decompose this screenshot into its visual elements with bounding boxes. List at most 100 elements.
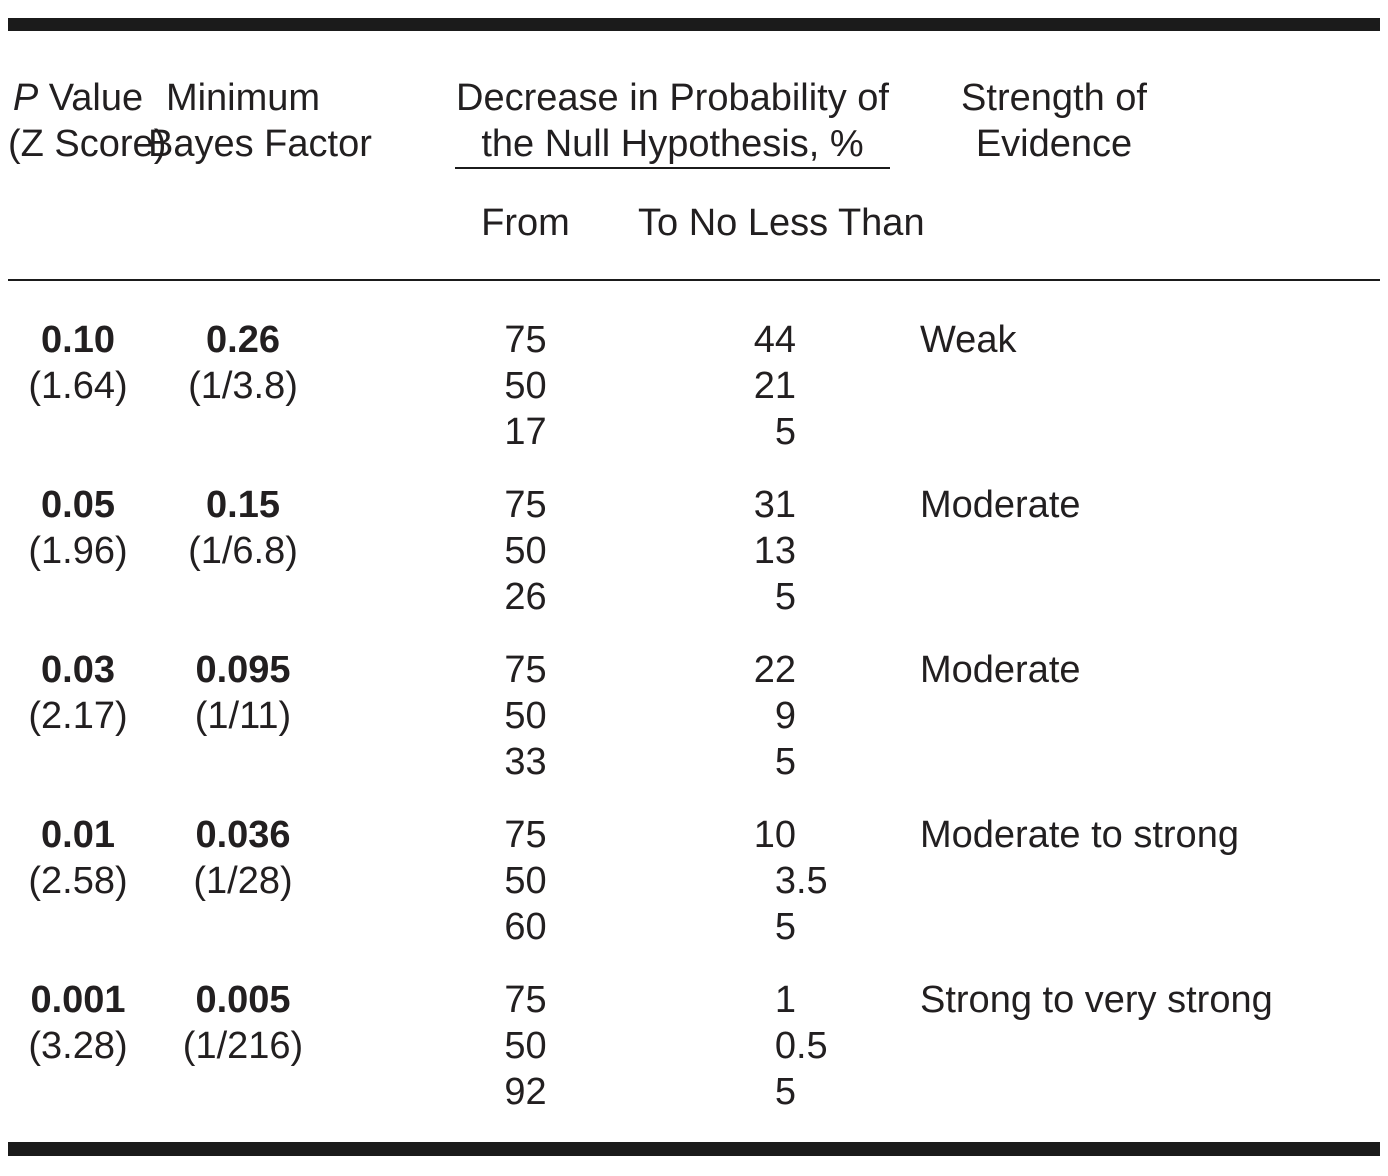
bottom-rule [8,1142,1380,1156]
to-value: 5 [608,1069,830,1115]
header-decrease-probability: Decrease in Probability of the Null Hypo… [338,31,898,169]
p-value: 0.05 [41,484,115,526]
to-value: 5 [608,574,830,620]
p-value-cell: 0.03 (2.17) [8,647,148,812]
from-cell: 75 50 17 [338,280,608,482]
to-value-integer: 9 [774,695,796,737]
to-value-integer: 44 [753,319,796,361]
to-value-integer: 5 [774,741,796,783]
table-row: 0.10 (1.64) 0.26 (1/3.8) 75 50 17 44 21 5 Weak [8,280,1380,482]
p-value: 0.03 [41,649,115,691]
bayes-factor-cell: 0.005 (1/216) [148,977,338,1142]
to-cell: 10 3.5 5 [608,812,898,977]
header-min-bayes-line2: Bayes Factor [148,123,372,165]
from-cell: 75 50 92 [338,977,608,1142]
strength-label: Moderate to strong [920,814,1239,856]
to-value: 10 [608,812,830,858]
to-value: 22 [608,647,830,693]
to-value: 5 [608,904,830,950]
strength-label: Moderate [920,649,1081,691]
strength-label: Strong to very strong [920,979,1273,1021]
header-strength-line1: Strength of [961,77,1147,119]
to-value: 3.5 [608,858,830,904]
p-symbol: P [12,77,39,119]
p-value-cell: 0.05 (1.96) [8,482,148,647]
from-value: 75 [504,484,547,526]
to-value: 5 [608,739,830,785]
table-row: 0.001 (3.28) 0.005 (1/216) 75 50 92 1 0.5 5 Strong… [8,977,1380,1142]
to-value: 9 [608,693,830,739]
p-value: 0.10 [41,319,115,361]
to-value: 1 [608,977,830,1023]
header-decrease-line2: the Null Hypothesis, % [481,123,864,165]
to-value: 13 [608,528,830,574]
strength-cell: Moderate to strong [898,812,1380,977]
bayes-fraction: (1/6.8) [188,530,298,572]
from-value: 26 [504,576,547,618]
from-value: 17 [504,411,547,453]
p-value-cell: 0.10 (1.64) [8,280,148,482]
to-value-integer: 22 [753,649,796,691]
header-strength-line2: Evidence [975,123,1133,165]
to-value-integer: 5 [774,576,796,618]
p-value: 0.01 [41,814,115,856]
min-bayes-factor: 0.005 [195,979,291,1021]
to-cell: 31 13 5 [608,482,898,647]
table-header: P Value (Z Score) Minimum Bayes Factor D… [8,31,1380,281]
to-value-integer: 5 [774,906,796,948]
bayes-fraction: (1/216) [182,1025,304,1067]
to-cell: 22 9 5 [608,647,898,812]
to-cell: 44 21 5 [608,280,898,482]
bayes-fraction: (1/28) [193,860,293,902]
header-strength-of-evidence: Strength of Evidence [898,31,1380,281]
header-p-value-line1: P Value [8,75,148,121]
strength-cell: Moderate [898,647,1380,812]
strength-cell: Strong to very strong [898,977,1380,1142]
bayes-factor-cell: 0.26 (1/3.8) [148,280,338,482]
from-value: 75 [504,649,547,691]
z-score: (2.58) [28,860,128,902]
bayes-factor-table: P Value (Z Score) Minimum Bayes Factor D… [8,31,1380,1142]
to-value-fraction: .5 [796,860,828,902]
header-min-bayes-line1: Minimum [165,77,321,119]
z-score: (3.28) [28,1025,128,1067]
to-value-integer: 5 [774,411,796,453]
to-value-integer: 5 [774,1071,796,1113]
from-value: 75 [504,979,547,1021]
strength-cell: Weak [898,280,1380,482]
to-value-integer: 0 [774,1025,796,1067]
decrease-header-underlined: Decrease in Probability of the Null Hypo… [455,75,890,169]
to-value-integer: 21 [753,365,796,407]
z-score: (1.96) [28,530,128,572]
header-p-value: P Value (Z Score) [8,31,166,281]
from-value: 50 [504,365,547,407]
min-bayes-factor: 0.095 [195,649,291,691]
from-value: 50 [504,1025,547,1067]
to-value: 44 [608,317,830,363]
bayes-fraction: (1/11) [194,695,292,737]
from-value: 92 [504,1071,547,1113]
header-to-no-less-than: To No Less Than [608,169,925,281]
from-value: 75 [504,319,547,361]
z-score: (1.64) [28,365,128,407]
strength-label: Weak [920,319,1017,361]
from-value: 50 [504,860,547,902]
z-score: (2.17) [28,695,128,737]
from-value: 75 [504,814,547,856]
from-value: 33 [504,741,547,783]
to-value-integer: 10 [753,814,796,856]
from-cell: 75 50 26 [338,482,608,647]
to-value: 21 [608,363,830,409]
table-row: 0.03 (2.17) 0.095 (1/11) 75 50 33 22 9 5 Moderate [8,647,1380,812]
table-row: 0.05 (1.96) 0.15 (1/6.8) 75 50 26 31 13 5 Moderate [8,482,1380,647]
from-cell: 75 50 60 [338,812,608,977]
p-value-cell: 0.001 (3.28) [8,977,148,1142]
bayes-factor-cell: 0.036 (1/28) [148,812,338,977]
strength-cell: Moderate [898,482,1380,647]
header-p-value-rest: Value [38,77,144,119]
min-bayes-factor: 0.15 [206,484,280,526]
strength-label: Moderate [920,484,1081,526]
to-cell: 1 0.5 5 [608,977,898,1142]
from-cell: 75 50 33 [338,647,608,812]
